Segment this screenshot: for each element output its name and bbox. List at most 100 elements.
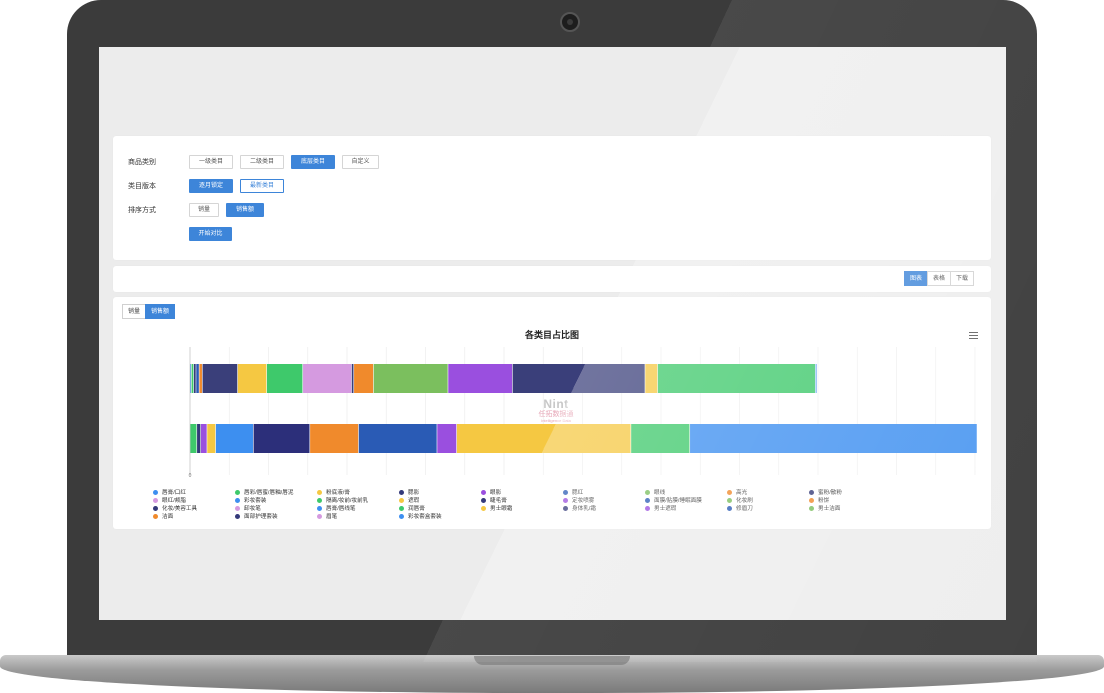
legend-item[interactable]: 定妆喷雾 [563, 496, 645, 504]
legend-item[interactable]: 卸妆笔 [235, 504, 317, 512]
bar-segment[interactable] [456, 424, 631, 453]
chart-legend: 唇膏/口红 唇彩/唇蜜/唇釉/唇泥 粉底液/膏 腮影 眼影 腮红 眼线 高光 蜜粉/散粉眼红/颊… [153, 488, 973, 520]
bar-segment[interactable] [657, 364, 816, 393]
legend-swatch [235, 497, 240, 503]
legend-swatch [235, 505, 240, 511]
bar-segment[interactable] [310, 424, 359, 453]
tab-download[interactable]: 下载 [950, 271, 975, 286]
legend-label: 润唇膏 [408, 506, 425, 512]
legend-item[interactable]: 隔离/妆前/妆前乳 [317, 496, 399, 504]
legend-item[interactable]: 面膜/贴膜/睡眠面膜 [645, 496, 727, 504]
bar-segment[interactable] [448, 364, 513, 393]
category-level1-button[interactable]: 一级类目 [189, 155, 233, 169]
legend-label: 化妆刷 [736, 498, 753, 504]
legend-item[interactable]: 腮红 [563, 488, 645, 496]
legend-item[interactable]: 睫毛膏 [481, 496, 563, 504]
bar-segment[interactable] [202, 364, 238, 393]
bar-segment[interactable] [815, 364, 817, 393]
legend-item[interactable]: 身体乳/霜 [563, 504, 645, 512]
bar-segment[interactable] [354, 364, 374, 393]
legend-item[interactable]: 眼红/颊脂 [153, 496, 235, 504]
legend-label: 隔离/妆前/妆前乳 [326, 498, 369, 504]
legend-item[interactable]: 修眉刀 [727, 504, 809, 512]
version-monthly-lock-button[interactable]: 逐月锁定 [189, 179, 233, 193]
legend-swatch [563, 489, 568, 495]
bar-segment[interactable] [199, 364, 202, 393]
legend-swatch [809, 489, 814, 495]
bar-segment[interactable] [512, 364, 645, 393]
legend-item[interactable]: 男士洁面 [809, 504, 891, 512]
tab-chart[interactable]: 图表 [904, 271, 929, 286]
legend-swatch [481, 497, 486, 503]
legend-item[interactable]: 眼影 [481, 488, 563, 496]
legend-item[interactable]: 彩妆套装 [235, 496, 317, 504]
bar-segment[interactable] [191, 364, 194, 393]
sort-volume-button[interactable]: 销量 [189, 203, 219, 217]
legend-label: 定妆喷雾 [572, 498, 595, 504]
bar-segment[interactable] [193, 364, 196, 393]
legend-swatch [153, 505, 158, 511]
bar-segment[interactable] [253, 424, 310, 453]
legend-item[interactable]: 唇膏/唇线笔 [317, 504, 399, 512]
screen: 商品类别 一级类目 二级类目 底层类目 自定义 类目版本 逐月锁定 最新类目 排… [99, 47, 1006, 620]
legend-item[interactable]: 唇膏/口红 [153, 488, 235, 496]
bar-segment[interactable] [266, 364, 303, 393]
legend-item[interactable]: 粉饼 [809, 496, 891, 504]
bar-segment[interactable] [196, 364, 199, 393]
category-level2-button[interactable]: 二级类目 [240, 155, 284, 169]
version-latest-button[interactable]: 最新类目 [240, 179, 284, 193]
bar-segment[interactable] [207, 424, 216, 453]
legend-swatch [317, 505, 322, 511]
legend-item[interactable]: 眉笔 [317, 512, 399, 520]
stacked-bar-chart: 0 [189, 347, 977, 479]
bar-segment[interactable] [190, 424, 197, 453]
legend-swatch [317, 513, 322, 519]
hamburger-menu-icon[interactable] [969, 332, 978, 340]
metric-tab-revenue[interactable]: 销售额 [145, 304, 176, 319]
bar-segment[interactable] [373, 364, 448, 393]
legend-label: 遮瑕 [408, 498, 420, 504]
legend-item[interactable]: 洁面 [153, 512, 235, 520]
legend-item[interactable]: 男士眼霜 [481, 504, 563, 512]
legend-item[interactable]: 腮影 [399, 488, 481, 496]
bar-segment[interactable] [645, 364, 658, 393]
legend-item[interactable]: 蜜粉/散粉 [809, 488, 891, 496]
bar-segment[interactable] [351, 364, 354, 393]
filter-panel: 商品类别 一级类目 二级类目 底层类目 自定义 类目版本 逐月锁定 最新类目 排… [113, 136, 991, 260]
bar-segment[interactable] [690, 424, 977, 453]
legend-item[interactable]: 粉底液/膏 [317, 488, 399, 496]
bar-segment[interactable] [358, 424, 437, 453]
legend-swatch [645, 505, 650, 511]
legend-item[interactable]: 化妆刷 [727, 496, 809, 504]
sort-revenue-button[interactable]: 销售额 [226, 203, 264, 217]
bar-segment[interactable] [437, 424, 457, 453]
legend-item[interactable]: 彩妆套盒套装 [399, 512, 481, 520]
legend-item[interactable]: 润唇膏 [399, 504, 481, 512]
category-leaf-button[interactable]: 底层类目 [291, 155, 335, 169]
legend-swatch [727, 497, 732, 503]
view-tabs: 图表 表格 下载 [904, 271, 975, 286]
legend-label: 男士眼霜 [490, 506, 513, 512]
bar-segment[interactable] [631, 424, 690, 453]
bar-segment[interactable] [215, 424, 253, 453]
bar-segment[interactable] [303, 364, 352, 393]
legend-swatch [563, 497, 568, 503]
legend-swatch [563, 505, 568, 511]
laptop-base-notch [474, 656, 630, 665]
start-compare-button[interactable]: 开始对比 [189, 227, 232, 241]
legend-swatch [727, 505, 732, 511]
legend-item[interactable]: 唇彩/唇蜜/唇釉/唇泥 [235, 488, 317, 496]
legend-item[interactable]: 遮瑕 [399, 496, 481, 504]
tab-table[interactable]: 表格 [927, 271, 952, 286]
legend-item[interactable]: 面部护理套装 [235, 512, 317, 520]
legend-item[interactable]: 男士遮瑕 [645, 504, 727, 512]
legend-item[interactable]: 化妆/美容工具 [153, 504, 235, 512]
bar-segment[interactable] [190, 364, 191, 393]
bar-segment[interactable] [197, 424, 201, 453]
legend-label: 面膜/贴膜/睡眠面膜 [654, 498, 702, 504]
bar-segment[interactable] [237, 364, 267, 393]
legend-item[interactable]: 高光 [727, 488, 809, 496]
legend-item[interactable]: 眼线 [645, 488, 727, 496]
bar-segment[interactable] [200, 424, 207, 453]
category-custom-button[interactable]: 自定义 [342, 155, 379, 169]
